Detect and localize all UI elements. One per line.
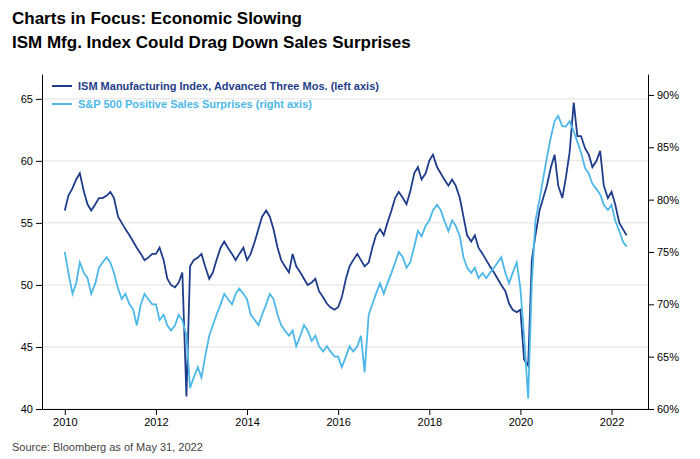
grid-line (42, 346, 648, 347)
tick: 40 (21, 403, 42, 415)
tick-mark (65, 409, 66, 415)
axis-line (42, 75, 43, 410)
tick-label: 45 (21, 341, 33, 353)
tick: 85% (648, 141, 679, 153)
tick-label: 90% (657, 89, 679, 101)
tick-label: 40 (21, 403, 33, 415)
tick-mark (648, 409, 654, 410)
tick-label: 80% (657, 194, 679, 206)
tick: 75% (648, 246, 679, 258)
grid-line (42, 222, 648, 223)
tick-label: 2010 (53, 416, 77, 428)
tick: 45 (21, 341, 42, 353)
tick: 2016 (326, 409, 350, 428)
tick-mark (36, 99, 42, 100)
tick-label: 65% (657, 351, 679, 363)
tick: 80% (648, 194, 679, 206)
tick: 2022 (600, 409, 624, 428)
tick-mark (648, 304, 654, 305)
axis-line (43, 409, 649, 410)
tick-mark (648, 357, 654, 358)
tick-mark (338, 409, 339, 415)
tick: 2012 (144, 409, 168, 428)
tick-label: 50 (21, 279, 33, 291)
tick-label: 85% (657, 141, 679, 153)
axis-line (648, 75, 649, 410)
legend-swatch (52, 85, 72, 87)
tick-mark (247, 409, 248, 415)
x-axis: 2010 2012 2014 2016 2018 2020 2022 (43, 409, 649, 428)
tick: 65 (21, 93, 42, 105)
tick: 70% (648, 298, 679, 310)
tick-mark (520, 409, 521, 415)
y-axis: 40 45 50 55 60 65 (21, 75, 43, 416)
tick: 55 (21, 217, 42, 229)
line (65, 103, 627, 397)
tick-label: 60 (21, 155, 33, 167)
tick: 60% (648, 403, 679, 415)
tick-mark (36, 347, 42, 348)
plot-area (65, 103, 627, 399)
tick-label: 75% (657, 246, 679, 258)
tick-label: 2014 (235, 416, 259, 428)
tick-label: 2012 (144, 416, 168, 428)
title: Charts in Focus: Economic Slowing (12, 9, 302, 28)
tick-mark (36, 223, 42, 224)
tick-mark (156, 409, 157, 415)
legend-swatch (52, 103, 72, 105)
tick: 2014 (235, 409, 259, 428)
grid (42, 99, 648, 409)
tick-mark (648, 147, 654, 148)
legend: ISM Manufacturing Index, Advanced Three … (52, 80, 379, 110)
annotation: Source: Bloomberg as of May 31, 2022 (12, 441, 203, 453)
tick-mark (648, 95, 654, 96)
tick-label: 2018 (418, 416, 442, 428)
tick-mark (36, 285, 42, 286)
tick-mark (648, 200, 654, 201)
tick: 2020 (509, 409, 533, 428)
chart: Charts in Focus: Economic Slowing ISM Mfg… (0, 0, 700, 459)
tick-mark (36, 409, 42, 410)
tick-mark (612, 409, 613, 415)
tick-label: 70% (657, 298, 679, 310)
tick-mark (36, 161, 42, 162)
tick-mark (429, 409, 430, 415)
tick-label: 65 (21, 93, 33, 105)
tick: 65% (648, 351, 679, 363)
y2-axis: 60% 65% 70% 75% 80% 85% 90% (648, 75, 679, 416)
tick: 2010 (53, 409, 77, 428)
tick-label: 2022 (600, 416, 624, 428)
grid-line (42, 409, 648, 410)
legend-item: S&P 500 Positive Sales Surprises (right … (52, 98, 312, 110)
tick-label: 60% (657, 403, 679, 415)
legend-item: ISM Manufacturing Index, Advanced Three … (52, 80, 379, 92)
legend-label: ISM Manufacturing Index, Advanced Three … (78, 80, 379, 92)
tick-label: 2016 (326, 416, 350, 428)
tick: 90% (648, 89, 679, 101)
tick: 60 (21, 155, 42, 167)
tick-label: 55 (21, 217, 33, 229)
line (65, 116, 627, 399)
legend-label: S&P 500 Positive Sales Surprises (right … (78, 98, 312, 110)
grid-line (42, 160, 648, 161)
tick-mark (648, 252, 654, 253)
subtitle: ISM Mfg. Index Could Drag Down Sales Sur… (12, 33, 411, 52)
tick: 50 (21, 279, 42, 291)
tick-label: 2020 (509, 416, 533, 428)
tick: 2018 (418, 409, 442, 428)
